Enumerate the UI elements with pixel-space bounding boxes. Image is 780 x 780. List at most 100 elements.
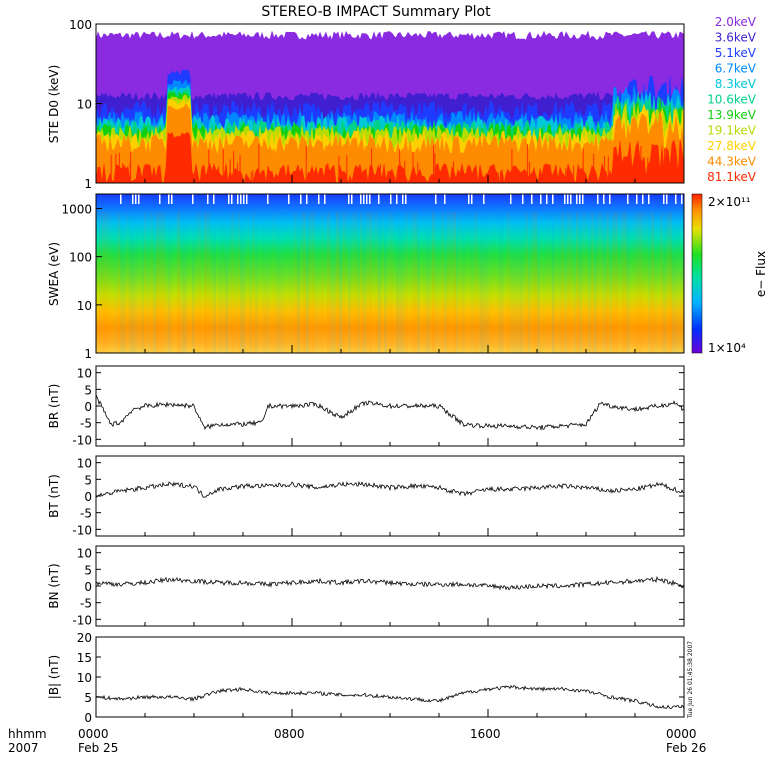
swea-column <box>525 212 528 353</box>
swea-gap <box>444 194 446 204</box>
swea-column <box>171 212 174 353</box>
ste-legend-entry: 2.0keV <box>715 15 757 29</box>
swea-column <box>561 212 564 353</box>
swea-column <box>606 212 609 353</box>
swea-gap <box>540 194 542 204</box>
swea-column <box>573 212 576 353</box>
swea-column <box>141 212 144 353</box>
swea-column <box>207 212 210 353</box>
ste-legend-entry: 13.9keV <box>707 108 757 122</box>
ste-series-81.1keV <box>96 131 684 183</box>
swea-column <box>513 212 516 353</box>
hhmm-label: hhmm <box>8 727 47 741</box>
swea-gap <box>531 194 533 204</box>
swea-column <box>465 212 468 353</box>
swea-gap <box>267 194 269 204</box>
swea-column <box>165 212 168 353</box>
swea-column <box>306 212 309 353</box>
swea-column <box>426 212 429 353</box>
swea-column <box>471 212 474 353</box>
swea-gap <box>666 194 668 204</box>
ste-legend-entry: 6.7keV <box>715 62 757 76</box>
swea-gap <box>663 194 665 204</box>
swea-gap <box>546 194 548 204</box>
swea-column <box>468 212 471 353</box>
swea-column <box>585 212 588 353</box>
time-tick-1: 0800 <box>274 727 305 741</box>
swea-column <box>168 212 171 353</box>
swea-column <box>276 212 279 353</box>
swea-gap <box>471 194 473 204</box>
bt-ytick-label: 0 <box>84 490 92 504</box>
swea-column <box>504 212 507 353</box>
swea-column <box>645 212 648 353</box>
bt-series-line <box>95 481 685 498</box>
swea-column <box>387 212 390 353</box>
swea-column <box>390 212 393 353</box>
swea-column <box>540 212 543 353</box>
bt-ytick-label: 5 <box>84 473 92 487</box>
swea-column <box>402 212 405 353</box>
bt-frame <box>95 455 685 537</box>
swea-column <box>294 212 297 353</box>
swea-gap <box>300 194 302 204</box>
swea-column <box>159 212 162 353</box>
swea-column <box>396 212 399 353</box>
bmag-panel: 0 5 10 15 20 |B| (nT) <box>47 631 685 725</box>
time-tick-3: 0000 <box>666 727 697 741</box>
swea-gap <box>552 194 554 204</box>
swea-column <box>162 212 165 353</box>
bmag-ytick-label: 20 <box>77 631 92 645</box>
swea-column <box>555 212 558 353</box>
swea-column <box>453 212 456 353</box>
swea-column <box>309 212 312 353</box>
swea-column <box>537 212 540 353</box>
swea-column <box>651 212 654 353</box>
swea-gap <box>483 194 485 204</box>
ste-legend-entry: 19.1keV <box>707 124 757 138</box>
swea-gap <box>522 194 524 204</box>
ste-ytick-label: 100 <box>69 18 92 32</box>
swea-gap <box>228 194 230 204</box>
bt-ytick-label: 10 <box>77 457 92 471</box>
swea-column <box>219 212 222 353</box>
swea-column <box>318 212 321 353</box>
swea-column <box>261 212 264 353</box>
ste-legend-entry: 81.1keV <box>707 170 757 184</box>
swea-gap <box>243 194 245 204</box>
swea-column <box>129 212 132 353</box>
swea-gap <box>597 194 599 204</box>
swea-column <box>417 212 420 353</box>
swea-column <box>267 212 270 353</box>
br-ytick-label: 10 <box>77 367 92 381</box>
ste-legend-entry: 3.6keV <box>715 31 757 45</box>
swea-column <box>456 212 459 353</box>
time-axis: hhmm 2007 0000 0800 1600 0000 Feb 25 Feb… <box>8 727 706 755</box>
swea-column <box>285 212 288 353</box>
swea-column <box>363 212 366 353</box>
bn-panel: -10 -5 0 5 10 BN (nT) <box>47 545 685 627</box>
swea-column <box>180 212 183 353</box>
swea-column <box>234 212 237 353</box>
swea-column <box>252 212 255 353</box>
swea-column <box>411 212 414 353</box>
swea-column <box>543 212 546 353</box>
swea-column <box>648 212 651 353</box>
swea-column <box>264 212 267 353</box>
swea-column <box>246 212 249 353</box>
swea-column <box>429 212 432 353</box>
br-series-line <box>95 394 685 432</box>
swea-gap <box>369 194 371 204</box>
swea-column <box>534 212 537 353</box>
swea-column <box>360 212 363 353</box>
ste-ytick-label: 10 <box>77 98 92 112</box>
swea-column <box>210 212 213 353</box>
swea-column <box>663 212 666 353</box>
colorbar <box>691 193 703 354</box>
swea-column <box>414 212 417 353</box>
swea-column <box>666 212 669 353</box>
swea-column <box>324 212 327 353</box>
swea-column <box>492 212 495 353</box>
swea-gap <box>366 194 368 204</box>
